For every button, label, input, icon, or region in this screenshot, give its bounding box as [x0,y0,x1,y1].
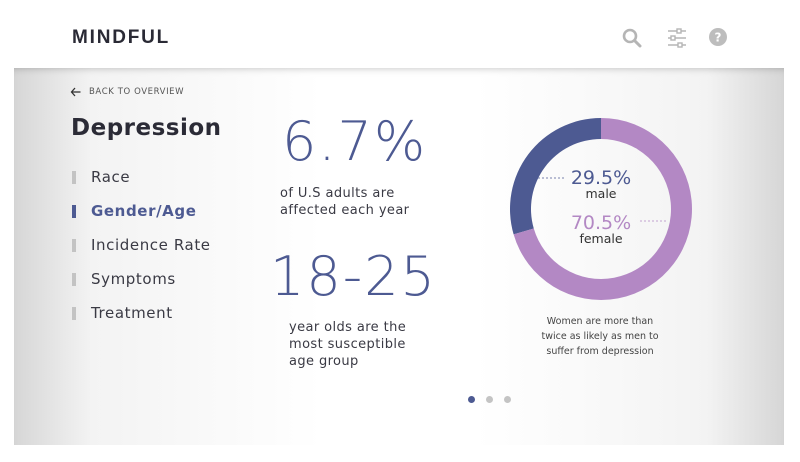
nav-marker [72,272,76,286]
brand-logo[interactable]: MINDFUL [72,27,171,48]
stat-percent-description: of U.S adults are affected each year [280,185,409,219]
stat-line: most susceptible [289,337,406,352]
filter-sliders-icon[interactable] [666,27,688,49]
nav-marker [72,306,76,320]
nav-item-incidence-rate[interactable]: Incidence Rate [72,228,211,262]
stat-line: of U.S adults are [280,186,395,201]
stat-percent-value: 6.7% [282,110,428,173]
nav-item-label: Symptoms [91,270,176,288]
nav-item-label: Gender/Age [91,202,197,220]
svg-text:?: ? [715,31,722,45]
top-bar: MINDFUL ? [0,0,800,68]
stat-line: age group [289,354,359,369]
page-dot-1[interactable] [468,396,475,403]
arrow-left-icon [70,87,81,97]
donut-slice-male [509,118,601,235]
male-category-label: male [586,186,617,201]
stat-line: affected each year [280,203,410,218]
male-percent-label: 29.5% [571,167,631,189]
page-dot-3[interactable] [504,396,511,403]
back-to-overview-link[interactable]: BACK TO OVERVIEW [70,87,184,97]
nav-item-label: Race [91,168,131,186]
stat-line: year olds are the [289,320,407,335]
caption-line: suffer from depression [546,346,654,357]
female-category-label: female [579,231,622,246]
nav-item-treatment[interactable]: Treatment [72,296,211,330]
page-dot-2[interactable] [486,396,493,403]
page-title: Depression [71,115,222,141]
caption-line: twice as likely as men to [541,331,659,342]
nav-item-race[interactable]: Race [72,160,211,194]
stat-age-description: year olds are the most susceptible age g… [289,319,406,370]
main-panel: BACK TO OVERVIEW Depression Race Gender/… [14,68,784,445]
chart-caption: Women are more than twice as likely as m… [530,314,670,359]
gender-donut-chart: 29.5% male 70.5% female [509,118,692,300]
nav-marker [72,204,76,218]
nav-item-gender-age[interactable]: Gender/Age [72,194,211,228]
section-nav: Race Gender/Age Incidence Rate Symptoms … [72,160,211,330]
caption-line: Women are more than [546,316,654,327]
nav-item-label: Incidence Rate [91,236,211,254]
nav-item-label: Treatment [91,304,173,322]
nav-item-symptoms[interactable]: Symptoms [72,262,211,296]
back-link-label: BACK TO OVERVIEW [89,87,185,97]
help-icon[interactable]: ? [708,27,730,49]
nav-marker [72,170,76,184]
stat-age-value: 18-25 [270,245,437,308]
female-percent-label: 70.5% [571,212,631,234]
nav-marker [72,238,76,252]
pagination-dots [468,396,522,403]
search-icon[interactable] [621,27,643,49]
